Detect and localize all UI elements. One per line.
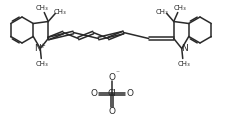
Text: O: O [126,89,133,99]
Text: N: N [34,44,41,53]
Text: N: N [181,44,188,53]
Text: ⁻: ⁻ [115,69,119,78]
Text: O: O [108,107,115,116]
Text: O: O [90,89,97,99]
Text: CH₃: CH₃ [155,10,168,15]
Text: +: + [39,42,45,48]
Text: CH₃: CH₃ [177,61,190,67]
Text: CH₃: CH₃ [54,10,67,15]
Text: CH₃: CH₃ [36,4,49,10]
Text: CH₃: CH₃ [36,61,49,67]
Text: Cl: Cl [108,89,117,99]
Text: O: O [108,72,115,81]
Text: CH₃: CH₃ [173,4,186,10]
